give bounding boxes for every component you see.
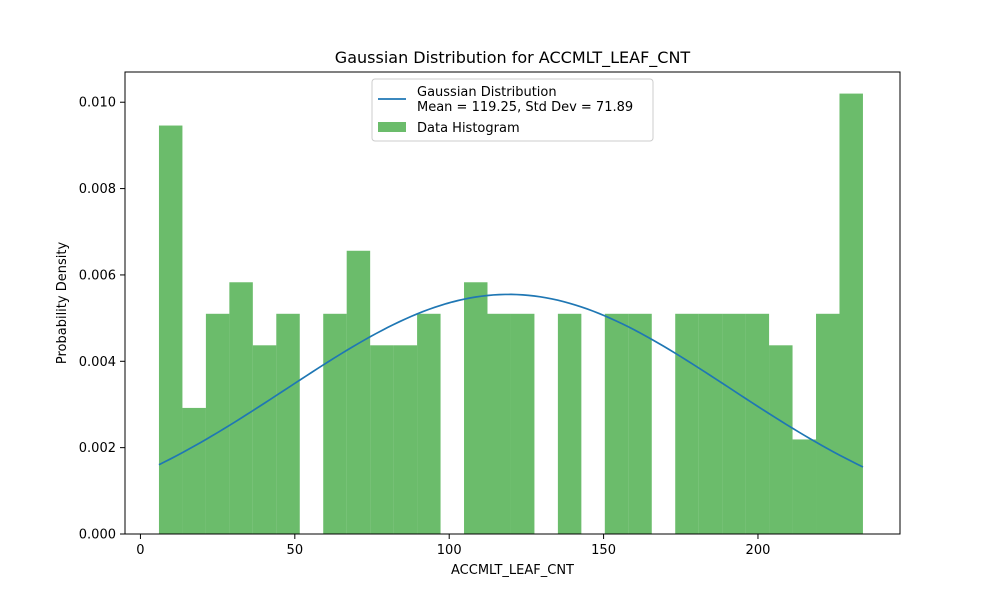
histogram-bars [158,93,863,534]
y-tick-label: 0.000 [79,528,116,543]
y-axis-label: Probability Density [55,242,70,365]
histogram-bar [769,345,793,534]
histogram-bar [510,313,535,534]
histogram-bar [417,313,441,534]
histogram-bar [698,313,723,534]
y-tick-label: 0.002 [79,441,116,456]
histogram-bar [745,313,770,534]
x-tick-label: 50 [287,543,304,558]
x-tick-label: 0 [136,543,144,558]
histogram-bar [628,313,652,534]
histogram-bar [346,250,371,534]
y-tick-label: 0.006 [79,268,116,283]
histogram-bar [722,313,746,534]
x-tick-label: 100 [437,543,462,558]
y-tick-label: 0.008 [79,182,116,197]
legend-histogram-swatch [378,122,406,132]
legend-histogram-label: Data Histogram [417,121,520,136]
y-tick-label: 0.010 [79,96,116,111]
histogram-bar [839,93,863,534]
histogram-bar [557,313,582,534]
histogram-bar [604,313,629,534]
histogram-bar [487,313,511,534]
legend-box [371,78,654,142]
histogram-bar [792,439,817,534]
legend-gaussian-stats: Mean = 119.25, Std Dev = 71.89 [417,100,633,115]
x-axis-label: ACCMLT_LEAF_CNT [451,563,574,578]
histogram-bar [252,345,277,534]
histogram-bar [205,313,230,534]
histogram-bar [229,282,253,534]
histogram-bar [816,313,840,534]
x-axis-ticks: 0 50 100 150 200 [136,534,770,558]
legend: Gaussian Distribution Mean = 119.25, Std… [371,78,654,142]
y-tick-label: 0.004 [79,355,116,370]
histogram-bar [675,313,699,534]
histogram-bar [276,313,300,534]
axes-frame [124,71,901,535]
histogram-bar [464,282,488,534]
x-tick-label: 150 [591,543,616,558]
y-axis-ticks: 0.000 0.002 0.004 0.006 0.008 0.010 [79,96,125,543]
chart-title: Gaussian Distribution for ACCMLT_LEAF_CN… [335,48,691,68]
legend-gaussian-label: Gaussian Distribution [417,85,557,100]
histogram-bar [182,407,206,534]
gaussian-curve-line [158,293,864,468]
histogram-bar [393,345,418,534]
histogram-bar [323,313,347,534]
histogram-bar [370,345,394,534]
x-tick-label: 200 [746,543,771,558]
histogram-bar [158,125,183,534]
